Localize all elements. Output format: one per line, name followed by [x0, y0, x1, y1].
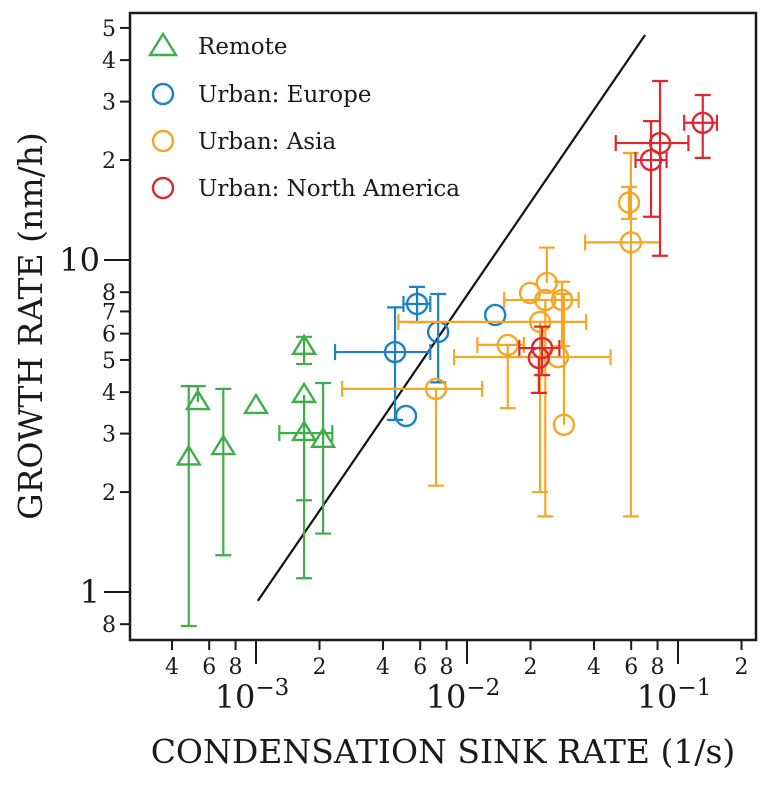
- legend-item: Urban: Asia: [151, 129, 336, 155]
- x-tick-label: 4: [587, 655, 601, 680]
- x-tick-label: 4: [165, 655, 179, 680]
- data-point-circle: [639, 148, 663, 172]
- x-major-tick-label: 10−3: [215, 675, 290, 716]
- x-axis-title: CONDENSATION SINK RATE (1/s): [151, 732, 736, 771]
- y-tick-label: 6: [102, 323, 116, 348]
- y-tick-label: 3: [102, 423, 116, 448]
- data-point-circle: [383, 340, 407, 364]
- x-major-tick-label: 10−1: [637, 675, 712, 716]
- data-point-circle: [394, 404, 418, 428]
- x-tick-label: 8: [651, 655, 665, 680]
- y-major-tick-label: 1: [80, 573, 100, 611]
- y-tick-label: 3: [102, 91, 116, 116]
- series-urban-europe: [333, 285, 507, 428]
- data-point-circle: [424, 377, 448, 401]
- legend-item: Urban: North America: [151, 176, 460, 202]
- data-point-triangle: [210, 433, 237, 456]
- legend-label: Urban: Asia: [198, 129, 336, 155]
- data-point-triangle: [242, 392, 270, 415]
- data-point-circle: [527, 346, 551, 370]
- data-point-triangle: [309, 426, 337, 449]
- y-tick-label: 8: [102, 613, 116, 638]
- data-point-circle: [483, 303, 507, 327]
- series-urban-north-america: [518, 79, 719, 394]
- data-point-circle: [496, 333, 519, 357]
- x-tick-label: 4: [376, 655, 390, 680]
- legend-item: Urban: Europe: [151, 82, 371, 108]
- series-layer: [175, 79, 719, 628]
- plot-frame: [128, 11, 758, 642]
- x-tick-label: 6: [413, 655, 427, 680]
- x-tick-label: 8: [440, 655, 454, 680]
- x-tick-label: 2: [524, 655, 538, 680]
- x-tick-label: 8: [229, 655, 243, 680]
- data-point-circle: [617, 191, 641, 214]
- y-major-tick-label: 10: [59, 241, 100, 279]
- data-point-circle: [619, 231, 643, 254]
- y-tick-label: 2: [102, 149, 116, 174]
- data-point-circle: [530, 336, 554, 360]
- legend-label: Urban: Europe: [198, 82, 371, 108]
- y-tick-label: 4: [102, 49, 116, 74]
- data-point-triangle: [290, 381, 318, 404]
- data-point-triangle: [290, 333, 318, 356]
- data-point-circle: [552, 413, 576, 436]
- y-tick-label: 5: [102, 349, 116, 374]
- data-point-circle: [518, 281, 542, 305]
- data-point-circle: [534, 288, 557, 312]
- x-tick-label: 2: [735, 655, 749, 680]
- y-tick-label: 2: [102, 481, 116, 506]
- y-tick-label: 5: [102, 17, 116, 42]
- data-point-triangle: [290, 419, 318, 442]
- x-tick-label: 6: [624, 655, 638, 680]
- legend-circle-icon: [151, 82, 175, 106]
- data-point-circle: [405, 292, 429, 316]
- legend-label: Remote: [198, 34, 287, 60]
- y-tick-label: 8: [102, 281, 116, 306]
- x-tick-label: 2: [313, 655, 327, 680]
- data-point-circle: [550, 288, 574, 312]
- series-remote: [175, 333, 337, 628]
- legend-label: Urban: North America: [198, 176, 460, 202]
- data-point-circle: [535, 271, 559, 295]
- series-urban-asia: [341, 151, 662, 518]
- data-point-circle: [528, 310, 552, 334]
- y-tick-label: 7: [102, 300, 116, 325]
- legend-item: Remote: [147, 31, 287, 60]
- legend: Remote Urban: Europe Urban: Asia Urban: Nor…: [147, 31, 460, 202]
- data-point-circle: [691, 111, 714, 134]
- y-axis-title: GROWTH RATE (nm/h): [11, 132, 50, 520]
- legend-circle-icon: [151, 176, 175, 200]
- legend-circle-icon: [151, 129, 175, 153]
- data-point-triangle: [175, 444, 202, 466]
- data-point-triangle: [184, 388, 211, 411]
- x-major-tick-label: 10−2: [426, 675, 501, 716]
- x-axis: 4 6 8 2 4 6 8 2 4 6 8 210−3 10−2 10−1: [165, 640, 749, 716]
- x-tick-label: 6: [202, 655, 216, 680]
- legend-triangle-icon: [147, 31, 179, 57]
- y-tick-label: 4: [102, 381, 116, 406]
